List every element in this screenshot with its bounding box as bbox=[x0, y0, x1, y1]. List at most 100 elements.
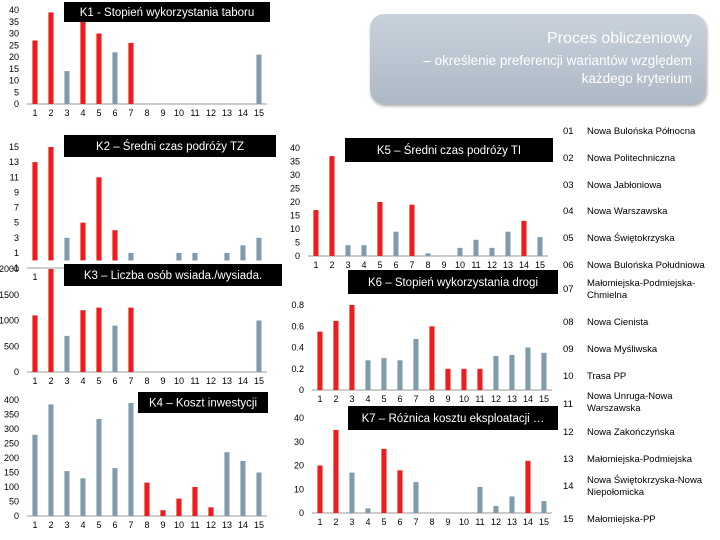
k2-bar-2 bbox=[48, 147, 54, 261]
k6-bar-1 bbox=[317, 331, 323, 390]
legend-number: 06 bbox=[563, 260, 574, 271]
k5-y-tick: 35 bbox=[290, 157, 300, 167]
k1-y-tick: 40 bbox=[9, 5, 19, 15]
legend-name: Małomiejska-PP bbox=[587, 514, 656, 525]
k1-x-tick: 2 bbox=[48, 108, 53, 118]
k5-x-tick: 9 bbox=[441, 260, 446, 270]
k2-x-tick: 1 bbox=[32, 272, 37, 282]
legend-name: Nowa Jabłoniowa bbox=[587, 180, 662, 191]
k4-bar-5 bbox=[96, 418, 102, 516]
k2-y-tick: 3 bbox=[14, 233, 19, 243]
legend-name: Nowa Cienista bbox=[587, 317, 649, 328]
k2-y-tick: 13 bbox=[9, 157, 19, 167]
k5-bar-14 bbox=[521, 220, 527, 256]
legend-name: Nowa Bulońska Północna bbox=[587, 126, 696, 137]
legend-number: 03 bbox=[563, 180, 574, 191]
k4-y-tick: 400 bbox=[4, 395, 19, 405]
k5-bar-8 bbox=[425, 253, 431, 256]
k5-bar-10 bbox=[457, 247, 463, 256]
k4-bar-1 bbox=[32, 434, 38, 516]
k6-x-tick: 14 bbox=[523, 394, 533, 404]
k7-x-tick: 15 bbox=[539, 517, 549, 527]
legend-name: Małomiejska-Podmiejska bbox=[587, 454, 693, 465]
k5-bar-12 bbox=[489, 247, 495, 256]
legend-number: 11 bbox=[563, 399, 573, 410]
k5-y-tick: 25 bbox=[290, 184, 300, 194]
legend-number: 09 bbox=[563, 344, 574, 355]
k5-title-box bbox=[345, 138, 553, 162]
k1-y-tick: 0 bbox=[14, 99, 19, 109]
k7-x-tick: 9 bbox=[445, 517, 450, 527]
k4-x-tick: 5 bbox=[96, 520, 101, 530]
k4-y-tick: 50 bbox=[9, 497, 19, 507]
k4-bar-9 bbox=[160, 510, 166, 516]
k5-y-tick: 40 bbox=[290, 143, 300, 153]
k1-title: K1 - Stopień wykorzystania taboru bbox=[80, 7, 255, 19]
k1-y-tick: 20 bbox=[9, 52, 19, 62]
k6-title: K6 – Stopień wykorzystania drogi bbox=[368, 277, 538, 289]
banner-title: Proces obliczeniowy bbox=[547, 30, 692, 47]
k5-x-tick: 7 bbox=[409, 260, 414, 270]
k6-x-tick: 6 bbox=[397, 394, 402, 404]
k3-x-tick: 2 bbox=[48, 376, 53, 386]
k4-bar-2 bbox=[48, 404, 54, 516]
k6-bar-11 bbox=[477, 368, 483, 391]
k4-bar-3 bbox=[64, 471, 70, 516]
k7-x-tick: 8 bbox=[429, 517, 434, 527]
legend-name: Trasa PP bbox=[587, 371, 627, 382]
k2-title-box bbox=[64, 135, 276, 157]
k6-x-tick: 7 bbox=[413, 394, 418, 404]
k3-title-box bbox=[64, 264, 282, 286]
k4-y-tick: 0 bbox=[14, 511, 19, 521]
k5-x-tick: 8 bbox=[425, 260, 430, 270]
k4-x-tick: 10 bbox=[174, 520, 184, 530]
k6-bar-4 bbox=[365, 360, 371, 391]
k3-x-tick: 13 bbox=[222, 376, 232, 386]
k7-x-tick: 3 bbox=[349, 517, 354, 527]
k7-bar-6 bbox=[397, 470, 403, 514]
k7-y-tick: 30 bbox=[294, 437, 304, 447]
k4-bar-10 bbox=[176, 498, 182, 516]
k7-title: K7 – Różnica kosztu eksploatacji … bbox=[362, 413, 545, 425]
k7-y-tick: 40 bbox=[294, 413, 304, 423]
k5-bar-1 bbox=[313, 210, 319, 256]
k7-y-tick: 0 bbox=[299, 508, 304, 518]
k7-x-tick: 14 bbox=[523, 517, 533, 527]
legend-name: Nowa Warszawska bbox=[587, 206, 668, 217]
k6-bar-7 bbox=[413, 339, 419, 390]
k1-x-tick: 9 bbox=[160, 108, 165, 118]
k5-bar-4 bbox=[361, 245, 367, 256]
k7-bar-12 bbox=[493, 505, 499, 513]
k5-bar-6 bbox=[393, 231, 399, 256]
k1-x-tick: 4 bbox=[80, 108, 85, 118]
k7-x-tick: 12 bbox=[491, 517, 501, 527]
k3-x-tick: 7 bbox=[128, 376, 133, 386]
k3-x-tick: 15 bbox=[254, 376, 264, 386]
k4-y-tick: 200 bbox=[4, 453, 19, 463]
k7-bar-11 bbox=[477, 486, 483, 513]
k3-x-tick: 14 bbox=[238, 376, 248, 386]
k7-x-tick: 6 bbox=[397, 517, 402, 527]
k4-bar-6 bbox=[112, 468, 118, 516]
k6-x-tick: 10 bbox=[459, 394, 469, 404]
k4-y-tick: 350 bbox=[4, 410, 19, 420]
process-banner: Proces obliczeniowy – określenie prefere… bbox=[370, 14, 706, 104]
k1-x-tick: 14 bbox=[238, 108, 248, 118]
k6-title-box bbox=[348, 270, 558, 294]
k2-y-tick: 5 bbox=[14, 218, 19, 228]
k1-x-tick: 6 bbox=[112, 108, 117, 118]
k2-bar-7 bbox=[128, 252, 134, 261]
k5-y-tick: 0 bbox=[295, 251, 300, 261]
k3-x-tick: 5 bbox=[96, 376, 101, 386]
k4-x-tick: 15 bbox=[254, 520, 264, 530]
k5-x-tick: 6 bbox=[393, 260, 398, 270]
legend-number: 13 bbox=[563, 454, 574, 465]
k3-y-tick: 2000 bbox=[0, 264, 19, 274]
k1-x-tick: 8 bbox=[144, 108, 149, 118]
k5-x-tick: 15 bbox=[535, 260, 545, 270]
k1-y-tick: 10 bbox=[9, 76, 19, 86]
variant-legend: 01 Nowa Bulońska Północna 02 Nowa Politech… bbox=[560, 118, 720, 538]
k4-bar-4 bbox=[80, 478, 86, 516]
k4-bar-11 bbox=[192, 487, 198, 516]
k3-bar-3 bbox=[64, 335, 70, 372]
